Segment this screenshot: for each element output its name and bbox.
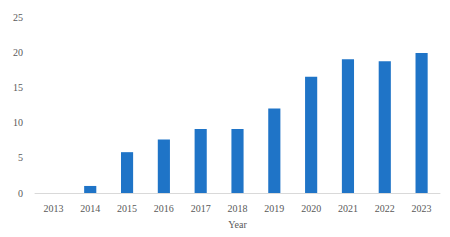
svg-text:2021: 2021 [338,203,358,214]
svg-text:15: 15 [13,82,23,93]
svg-text:2013: 2013 [43,203,63,214]
svg-text:Year: Year [228,219,247,230]
svg-text:2020: 2020 [301,203,321,214]
svg-text:0: 0 [18,188,23,199]
svg-text:25: 25 [13,12,23,23]
svg-text:2023: 2023 [412,203,432,214]
svg-text:2014: 2014 [80,203,100,214]
svg-text:2018: 2018 [228,203,248,214]
svg-text:10: 10 [13,117,23,128]
svg-text:2017: 2017 [191,203,211,214]
svg-text:2019: 2019 [264,203,284,214]
svg-text:2015: 2015 [117,203,137,214]
svg-text:20: 20 [13,47,23,58]
svg-text:2016: 2016 [154,203,174,214]
svg-text:2022: 2022 [375,203,395,214]
svg-text:5: 5 [18,152,23,163]
